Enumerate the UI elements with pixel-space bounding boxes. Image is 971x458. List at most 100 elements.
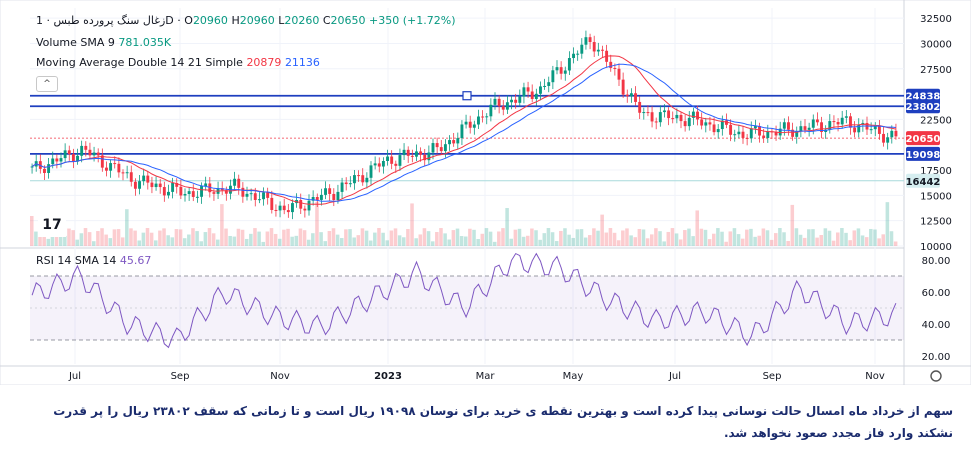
low-value: 20260: [284, 14, 320, 27]
candle-body: [138, 181, 141, 189]
volume-bar: [889, 231, 894, 246]
price-axis-label: 10000: [920, 242, 952, 253]
volume-bar: [505, 208, 509, 246]
volume-bar: [92, 241, 96, 246]
candle-body: [394, 163, 398, 166]
collapse-legend-button[interactable]: ^: [36, 76, 58, 92]
volume-bar: [844, 232, 848, 246]
candle-body: [344, 182, 348, 185]
candle-body: [365, 177, 369, 183]
rsi-line: [31, 252, 897, 349]
volume-bar: [100, 228, 104, 246]
volume-bar: [592, 228, 596, 246]
volume-bar: [108, 238, 113, 246]
candle-body: [113, 163, 117, 165]
volume-bar: [823, 228, 828, 246]
volume-bar: [116, 229, 121, 246]
candle-body: [204, 183, 208, 187]
volume-bar: [774, 233, 778, 246]
candle-body: [245, 193, 249, 197]
volume-bar: [170, 237, 175, 246]
candle-body: [514, 99, 518, 103]
time-axis-label: 2023: [374, 371, 402, 382]
candle-body: [729, 124, 733, 135]
candle-body: [853, 127, 857, 133]
candle-body: [567, 58, 571, 71]
candle-body: [572, 53, 575, 59]
volume-bar: [765, 230, 770, 246]
chart-svg[interactable]: 32500 30000 27500 22500 17500 15000 12500 10000…: [0, 0, 971, 386]
volume-bar: [406, 229, 410, 246]
settings-icon[interactable]: [930, 370, 942, 382]
volume-bar: [422, 228, 427, 246]
candle-body: [477, 116, 480, 125]
volume-bar: [191, 228, 195, 246]
volume-bar: [691, 236, 695, 246]
volume-bar: [807, 229, 811, 246]
price-axis-label: 17500: [920, 166, 952, 177]
volume-bar: [182, 238, 187, 246]
time-axis-label: Nov: [865, 371, 885, 382]
candle-body: [741, 131, 745, 138]
candle-body: [183, 194, 187, 196]
candle-body: [448, 140, 451, 145]
candle-body: [328, 188, 332, 194]
volume-bar: [464, 236, 468, 246]
volume-bar: [546, 228, 551, 246]
candle-body: [592, 42, 596, 52]
volume-bar: [240, 229, 245, 246]
candle-body: [481, 116, 485, 118]
candle-body: [634, 93, 637, 102]
candle-body: [191, 191, 195, 197]
volume-bar: [815, 237, 819, 246]
volume-bar: [716, 228, 720, 246]
candle-body: [650, 112, 654, 122]
volume-bar: [459, 236, 464, 246]
volume-bar: [418, 234, 423, 246]
candle-body: [431, 143, 435, 153]
change-value: +350 (+1.72%): [369, 14, 456, 27]
candle-body: [410, 155, 414, 157]
candle-body: [559, 67, 563, 74]
volume-bar: [484, 228, 489, 246]
volume-bar: [282, 229, 286, 246]
candle-body: [146, 175, 150, 183]
candle-body: [43, 168, 46, 173]
volume-bar: [447, 239, 451, 246]
volume-bar: [509, 238, 513, 246]
candle-body: [402, 149, 406, 156]
volume-bar: [530, 228, 534, 246]
candle-body: [584, 37, 588, 45]
rsi-axis-label: 60.00: [922, 288, 951, 299]
candle-body: [580, 44, 584, 54]
volume-bar: [38, 228, 42, 246]
candle-body: [233, 178, 237, 186]
volume-bar: [236, 228, 241, 246]
candle-body: [617, 68, 621, 80]
candle-body: [596, 49, 600, 52]
candle-body: [671, 118, 675, 120]
time-axis-label: Jul: [668, 371, 681, 382]
candle-body: [435, 143, 439, 148]
volume-bar: [538, 239, 542, 246]
volume-bar: [75, 239, 79, 246]
volume-bar: [629, 235, 633, 246]
candle-body: [791, 129, 795, 137]
rsi-value: 45.67: [119, 254, 152, 267]
volume-bar: [497, 231, 501, 246]
candle-body: [377, 163, 381, 167]
volume-bar: [58, 236, 63, 246]
volume-bar: [323, 241, 327, 246]
volume-bar: [740, 238, 745, 246]
candle-body: [803, 126, 807, 130]
candle-body: [381, 160, 385, 167]
volume-bar: [513, 229, 518, 246]
candle-body: [725, 120, 728, 125]
volume-bar: [451, 230, 456, 246]
candle-body: [361, 175, 365, 183]
candle-body: [291, 203, 294, 213]
volume-bar: [860, 235, 865, 246]
chart-area[interactable]: 32500 30000 27500 22500 17500 15000 12500 10000…: [0, 0, 971, 386]
volume-bar: [154, 240, 158, 246]
volume-bar: [827, 230, 832, 246]
